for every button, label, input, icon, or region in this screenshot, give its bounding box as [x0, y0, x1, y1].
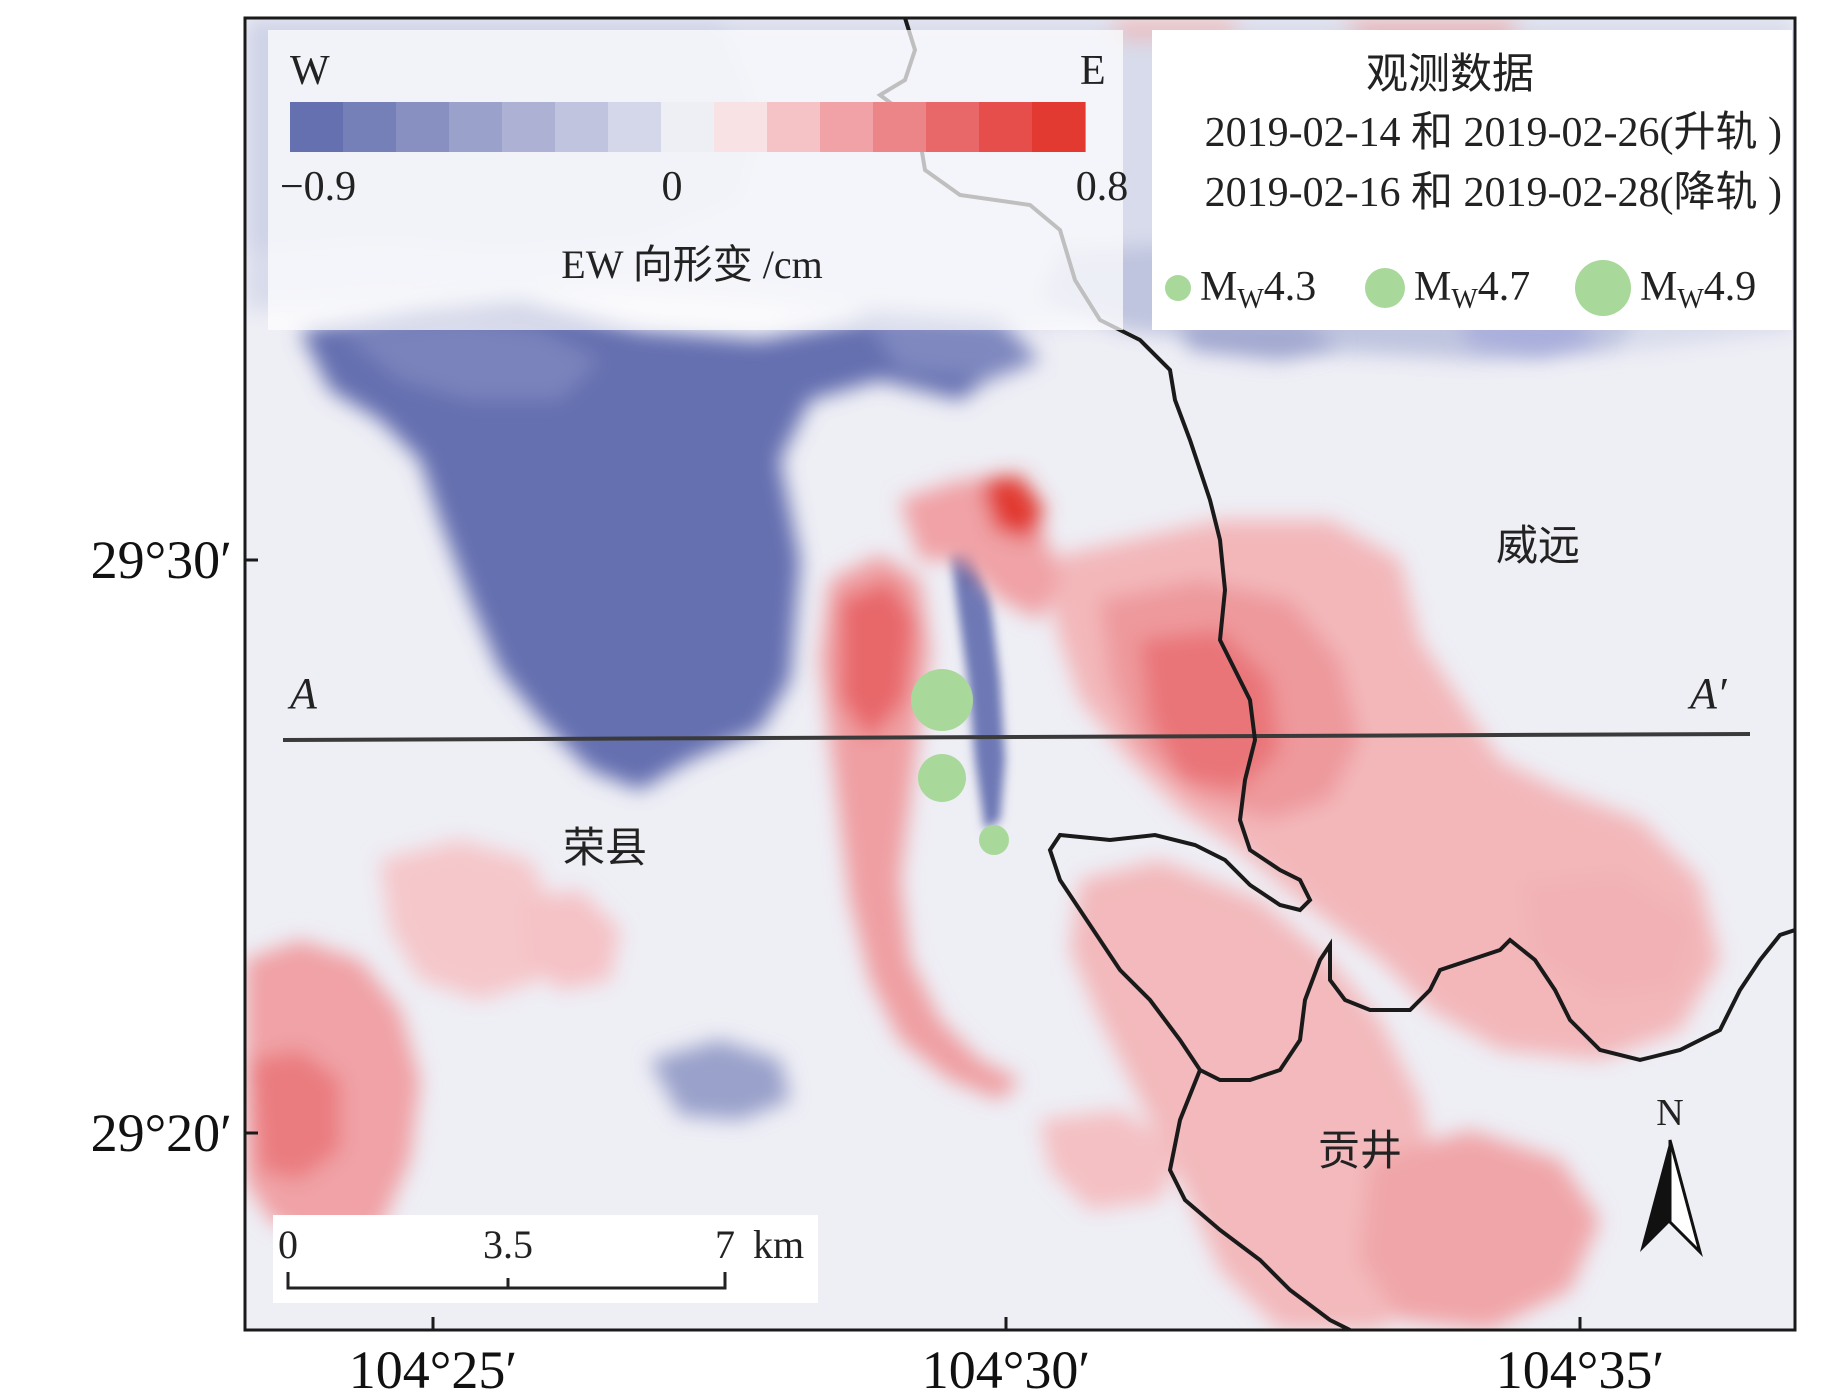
profile-line: [282, 732, 1751, 742]
north-arrow-right: [1668, 1139, 1703, 1258]
place-label-rongxian: 荣县: [563, 826, 647, 872]
colorbar-swatch: [343, 102, 397, 152]
north-label: N: [1656, 1092, 1683, 1134]
scale-bar-line: [286, 1272, 727, 1290]
map-frame: [243, 16, 1797, 1332]
colorbar-panel: [268, 30, 1123, 330]
legend-descending: 2019-02-16 和 2019-02-28(降轨 ): [1205, 170, 1782, 216]
profile-start-label: A: [287, 669, 318, 718]
legend-ascending: 2019-02-14 和 2019-02-26(升轨 ): [1205, 110, 1782, 156]
legend: 观测数据 2019-02-14 和 2019-02-26(升轨 ) 2019-0…: [1152, 30, 1792, 330]
colorbar: W E −0.9 0 0.8 EW 向形变 /cm: [268, 30, 1128, 330]
x-tick-label-104-25: 104°25′: [349, 1340, 517, 1394]
legend-label-mw4-7: MW4.7: [1414, 264, 1530, 315]
north-arrow: N: [1640, 1092, 1703, 1258]
colorbar-swatch: [979, 102, 1033, 152]
colorbar-swatch: [555, 102, 609, 152]
legend-title: 观测数据: [1366, 52, 1534, 98]
uplift-zone: [245, 475, 1720, 1330]
profile-end-label: A′: [1687, 669, 1728, 718]
quake-mw4-3: [979, 825, 1009, 855]
colorbar-swatch: [873, 102, 927, 152]
x-tick-label-104-30: 104°30′: [922, 1340, 1090, 1394]
admin-boundary-south: [1167, 1069, 1351, 1330]
y-tick-label-29-20: 29°20′: [91, 1103, 232, 1163]
colorbar-swatch: [396, 102, 450, 152]
colorbar-swatch: [502, 102, 556, 152]
colorbar-swatch: [926, 102, 980, 152]
colorbar-east-label: E: [1080, 48, 1106, 94]
colorbar-swatch: [661, 102, 715, 152]
colorbar-swatch: [714, 102, 768, 152]
colorbar-swatch: [449, 102, 503, 152]
deformation-map: 荣县 威远 贡井 A A′ W E −0.9 0 0.8 EW 向形变 /cm …: [245, 18, 1795, 1330]
colorbar-swatch: [1032, 102, 1086, 152]
place-label-gongjing: 贡井: [1318, 1129, 1402, 1175]
legend-label-mw4-3: MW4.3: [1200, 264, 1316, 315]
legend-symbol-mw4-9: [1575, 260, 1631, 316]
scale-bar: 0 3.5 7 km: [273, 1215, 818, 1303]
quake-mw4-7: [918, 754, 966, 802]
legend-panel: [1152, 30, 1792, 330]
colorbar-swatches: [290, 102, 1086, 152]
axis-ticks: [245, 558, 1582, 1330]
place-label-weiyuan: 威远: [1496, 524, 1580, 570]
north-arrow-left: [1640, 1140, 1670, 1252]
scale-label-0: 0: [278, 1222, 298, 1267]
y-tick-label-29-30: 29°30′: [91, 530, 232, 590]
colorbar-min-label: −0.9: [280, 164, 356, 210]
legend-symbol-mw4-3: [1165, 275, 1191, 301]
scale-unit: km: [753, 1222, 804, 1267]
colorbar-zero-label: 0: [662, 164, 683, 210]
scale-label-7: 7: [715, 1222, 735, 1267]
legend-label-mw4-9: MW4.9: [1640, 264, 1756, 315]
colorbar-west-label: W: [290, 48, 330, 94]
quake-mw4-9: [911, 669, 973, 731]
admin-boundary-main: [876, 18, 1795, 1082]
colorbar-max-label: 0.8: [1076, 164, 1129, 210]
colorbar-swatch: [820, 102, 874, 152]
scale-bar-panel: [273, 1215, 818, 1303]
colorbar-title: EW 向形变 /cm: [561, 242, 822, 287]
colorbar-swatch: [767, 102, 821, 152]
scale-label-3-5: 3.5: [483, 1222, 533, 1267]
legend-symbol-mw4-7: [1365, 268, 1405, 308]
colorbar-swatch: [608, 102, 662, 152]
x-tick-label-104-35: 104°35′: [1496, 1340, 1664, 1394]
colorbar-swatch: [290, 102, 344, 152]
